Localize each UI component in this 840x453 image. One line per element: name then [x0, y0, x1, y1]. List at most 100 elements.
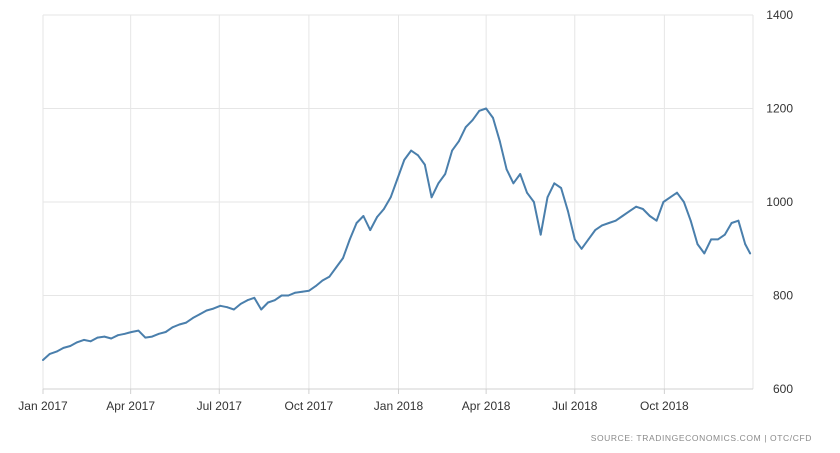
- data-point: [198, 313, 201, 316]
- data-point: [117, 334, 119, 337]
- data-point: [246, 299, 249, 302]
- data-point: [226, 306, 229, 309]
- data-point: [48, 353, 51, 355]
- data-point: [505, 168, 508, 171]
- data-point: [669, 196, 672, 199]
- data-point: [621, 215, 624, 217]
- y-axis-tick-labels: 600 800 1000 1200 1400: [766, 8, 793, 396]
- data-point: [376, 216, 378, 218]
- data-point: [444, 173, 447, 175]
- y-tick-label: 1400: [766, 8, 793, 22]
- data-point: [608, 222, 610, 224]
- data-point: [321, 279, 324, 282]
- data-point: [335, 266, 338, 269]
- data-point: [164, 331, 167, 333]
- data-point: [430, 196, 433, 199]
- data-point: [560, 187, 562, 189]
- y-tick-label: 600: [773, 382, 793, 396]
- data-point: [178, 323, 181, 326]
- data-point: [144, 336, 147, 339]
- data-point: [55, 350, 58, 353]
- data-point: [594, 229, 597, 232]
- data-point: [110, 337, 113, 340]
- data-point: [42, 359, 44, 361]
- data-point: [601, 224, 603, 227]
- x-tick-label: Jan 2018: [374, 399, 424, 413]
- data-point: [417, 154, 419, 157]
- data-point: [573, 238, 576, 241]
- data-point: [239, 303, 242, 305]
- data-point: [403, 159, 406, 161]
- data-point: [185, 321, 188, 324]
- data-point: [614, 219, 617, 222]
- data-point: [287, 294, 290, 297]
- data-point: [76, 341, 78, 344]
- data-point: [362, 215, 365, 217]
- data-point: [260, 308, 263, 311]
- data-point: [171, 326, 174, 329]
- data-point: [749, 252, 751, 255]
- data-point: [533, 201, 535, 203]
- data-point: [130, 331, 133, 333]
- x-axis-tick-labels: Jan 2017 Apr 2017 Jul 2017 Oct 2017 Jan 2018…: [18, 399, 689, 413]
- data-point: [158, 332, 160, 335]
- data-point: [83, 339, 85, 341]
- data-point: [348, 238, 351, 241]
- data-point: [492, 117, 494, 119]
- data-point: [69, 345, 72, 347]
- data-point: [137, 329, 140, 332]
- y-tick-label: 1000: [766, 195, 793, 209]
- data-point: [526, 191, 528, 194]
- chart-axes: [42, 388, 753, 394]
- x-tick-label: Jan 2017: [18, 399, 68, 413]
- data-point: [567, 210, 569, 213]
- data-point: [648, 215, 651, 217]
- data-point: [478, 109, 481, 112]
- data-point: [410, 149, 412, 152]
- data-point: [676, 191, 678, 194]
- data-point: [437, 182, 440, 185]
- data-point: [233, 308, 235, 311]
- data-point: [212, 307, 215, 310]
- x-tick-label: Jul 2018: [552, 399, 598, 413]
- x-tick-label: Oct 2017: [285, 399, 334, 413]
- data-point: [628, 210, 631, 213]
- data-point: [62, 347, 65, 349]
- data-point: [498, 140, 501, 143]
- data-point: [123, 332, 126, 335]
- x-tick-label: Oct 2018: [640, 399, 689, 413]
- data-point: [655, 219, 658, 222]
- data-point: [301, 290, 303, 293]
- data-point: [730, 222, 733, 224]
- x-tick-label: Apr 2017: [106, 399, 155, 413]
- data-point: [314, 285, 317, 287]
- data-point: [89, 340, 92, 343]
- data-point: [587, 238, 590, 241]
- data-point: [308, 289, 310, 292]
- data-point: [151, 335, 154, 338]
- data-point: [723, 233, 726, 236]
- data-point: [396, 177, 399, 180]
- data-point: [219, 304, 222, 307]
- data-point: [662, 201, 665, 203]
- data-point: [539, 233, 542, 236]
- data-point: [696, 243, 699, 246]
- y-tick-label: 1200: [766, 102, 793, 116]
- data-point: [546, 196, 549, 199]
- series-line: [42, 107, 752, 361]
- data-point: [512, 182, 515, 185]
- data-point: [635, 205, 637, 208]
- data-point: [471, 119, 474, 122]
- data-point: [389, 196, 392, 199]
- data-point: [464, 126, 467, 129]
- chart-gridlines: [42, 14, 754, 390]
- data-point: [280, 294, 283, 297]
- data-point: [342, 257, 344, 259]
- data-point: [369, 229, 372, 232]
- data-point: [553, 182, 556, 185]
- data-point: [580, 247, 583, 250]
- data-point: [205, 309, 208, 312]
- y-tick-label: 800: [773, 289, 793, 303]
- data-point: [710, 238, 712, 241]
- data-point: [294, 291, 297, 294]
